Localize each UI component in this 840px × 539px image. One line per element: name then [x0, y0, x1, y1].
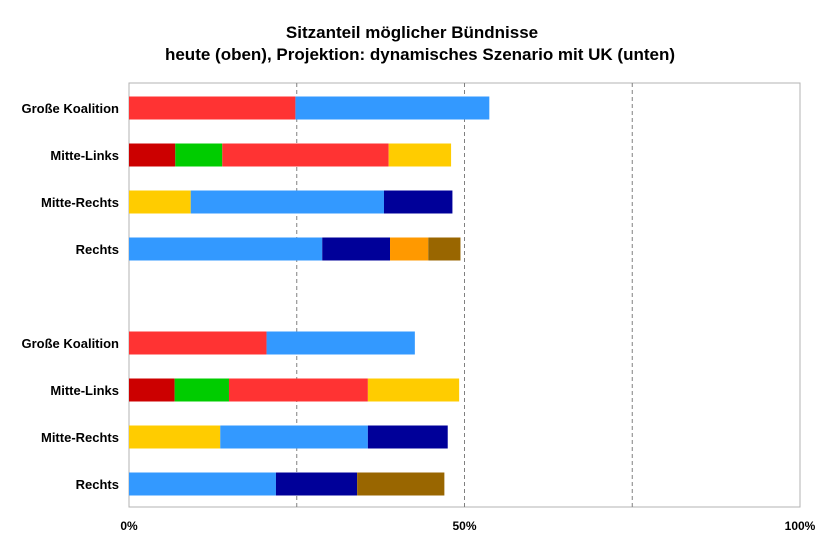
bar-segment	[222, 143, 389, 167]
category-label: Große Koalition	[22, 101, 120, 116]
bar-segment	[129, 190, 191, 214]
bar-segment	[175, 143, 223, 167]
bar-segment	[129, 425, 221, 449]
x-tick-label: 50%	[452, 519, 476, 533]
bar-segment	[129, 237, 323, 261]
bar-segment	[295, 96, 490, 120]
bar-segment	[390, 237, 429, 261]
x-tick-labels: 0% 50% 100%	[120, 519, 815, 533]
bar-segment	[190, 190, 384, 214]
bar-segment	[275, 472, 358, 496]
bar-segment	[129, 96, 296, 120]
bar-segment	[228, 378, 368, 402]
category-label: Mitte-Links	[50, 383, 119, 398]
category-label: Mitte-Rechts	[41, 430, 119, 445]
bar-segment	[357, 472, 445, 496]
bar-segment	[129, 378, 175, 402]
category-label: Große Koalition	[22, 336, 120, 351]
chart-title-line2: heute (oben), Projektion: dynamisches Sz…	[165, 45, 675, 64]
x-tick-label: 0%	[120, 519, 138, 533]
bar-segment	[383, 190, 453, 214]
category-labels: Große Koalition Mitte-Links Mitte-Rechts Re…	[22, 101, 120, 492]
bar-segment	[129, 472, 276, 496]
category-label: Rechts	[76, 477, 119, 492]
category-label: Mitte-Rechts	[41, 195, 119, 210]
bar-segment	[388, 143, 452, 167]
bar-segment	[220, 425, 368, 449]
bar-segment	[322, 237, 391, 261]
category-label: Rechts	[76, 242, 119, 257]
bar-segment	[367, 425, 448, 449]
bars	[129, 96, 490, 496]
bar-segment	[428, 237, 461, 261]
bar-segment	[174, 378, 229, 402]
bar-segment	[266, 331, 415, 355]
bar-segment	[367, 378, 460, 402]
x-tick-label: 100%	[785, 519, 816, 533]
chart-title-line1: Sitzanteil möglicher Bündnisse	[286, 23, 538, 42]
category-label: Mitte-Links	[50, 148, 119, 163]
bar-segment	[129, 331, 267, 355]
bar-segment	[129, 143, 176, 167]
